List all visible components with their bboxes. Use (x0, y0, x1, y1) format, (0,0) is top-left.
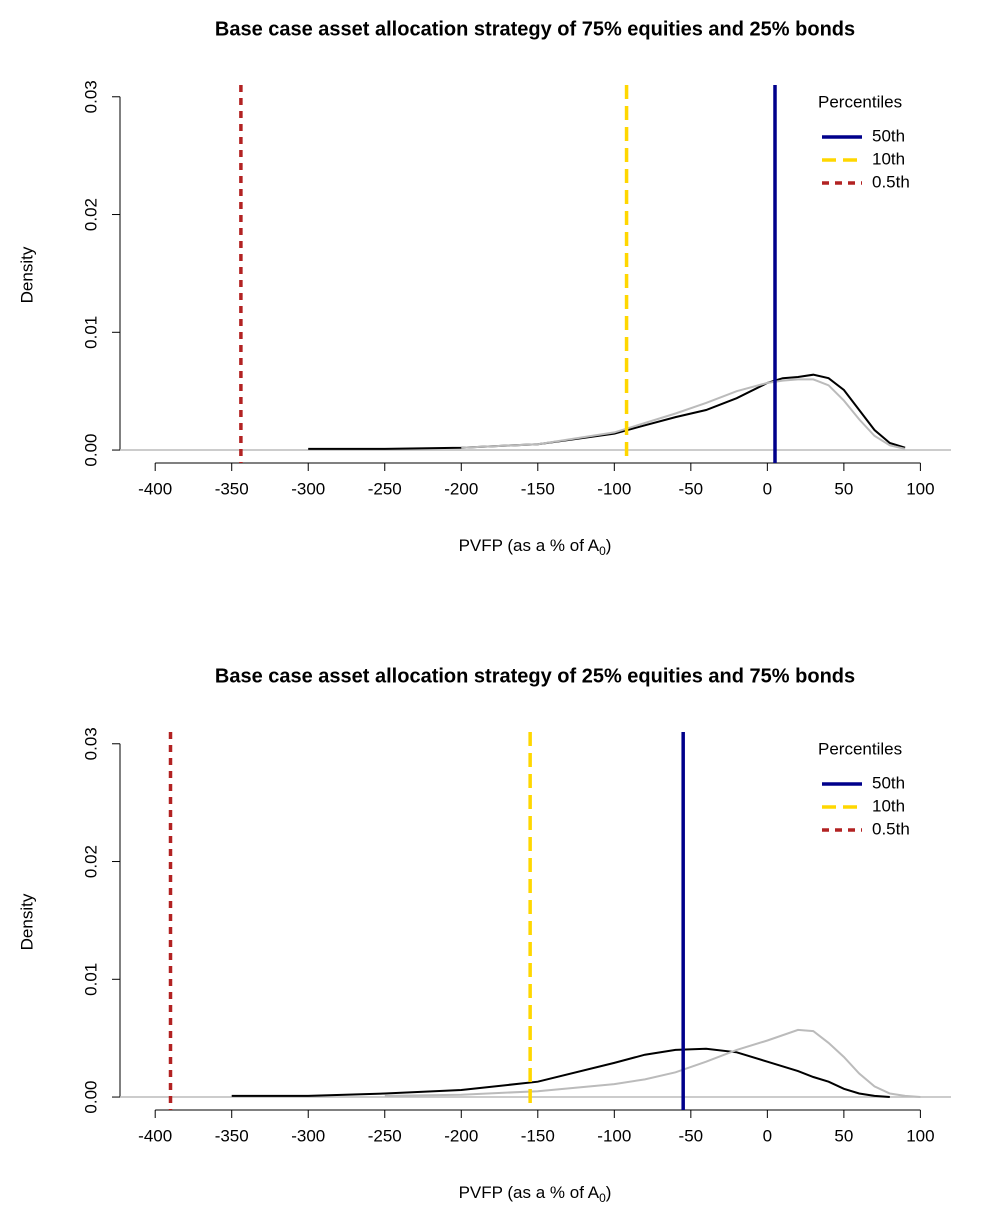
x-tick-label: -300 (291, 479, 325, 498)
x-tick-label: -150 (521, 479, 555, 498)
x-label-subscript: 0 (599, 544, 606, 558)
x-tick-label: -50 (679, 1126, 704, 1145)
x-tick-label: -350 (215, 479, 249, 498)
x-tick-label: 50 (834, 479, 853, 498)
x-axis-label: PVFP (as a % of A0) (459, 536, 612, 558)
x-tick-label: 50 (834, 1126, 853, 1145)
density-curve (384, 1028, 921, 1098)
density-curve (461, 378, 906, 450)
y-tick-label: 0.00 (81, 433, 100, 466)
legend-label: 0.5th (872, 819, 910, 838)
x-label-text: PVFP (as a % of A (459, 536, 600, 555)
y-tick-label: 0.02 (81, 845, 100, 878)
y-tick-label: 0.01 (81, 963, 100, 996)
chart-title: Base case asset allocation strategy of 2… (215, 665, 855, 687)
y-axis-label: Density (17, 893, 36, 950)
legend-label: 50th (872, 126, 905, 145)
legend-label: 50th (872, 773, 905, 792)
legend-title: Percentiles (818, 739, 902, 758)
x-tick-label: 100 (906, 479, 934, 498)
x-tick-label: -400 (138, 479, 172, 498)
x-tick-label: -100 (597, 1126, 631, 1145)
x-tick-label: -400 (138, 1126, 172, 1145)
x-tick-label: -100 (597, 479, 631, 498)
y-tick-label: 0.02 (81, 198, 100, 231)
y-tick-label: 0.00 (81, 1080, 100, 1113)
x-tick-label: -300 (291, 1126, 325, 1145)
legend-label: 0.5th (872, 172, 910, 191)
x-label-suffix: ) (606, 536, 612, 555)
x-axis-label: PVFP (as a % of A0) (459, 1183, 612, 1205)
y-tick-label: 0.01 (81, 316, 100, 349)
panel: Base case asset allocation strategy of 7… (17, 18, 951, 558)
x-label-text: PVFP (as a % of A (459, 1183, 600, 1202)
density-curve (308, 373, 906, 450)
x-tick-label: -250 (368, 1126, 402, 1145)
x-tick-label: 0 (763, 1126, 772, 1145)
legend-label: 10th (872, 796, 905, 815)
y-tick-label: 0.03 (81, 80, 100, 113)
x-label-subscript: 0 (599, 1191, 606, 1205)
x-tick-label: -200 (444, 1126, 478, 1145)
x-label-suffix: ) (606, 1183, 612, 1202)
y-tick-label: 0.03 (81, 727, 100, 760)
legend-label: 10th (872, 149, 905, 168)
x-tick-label: 100 (906, 1126, 934, 1145)
x-tick-label: -200 (444, 479, 478, 498)
x-tick-label: -350 (215, 1126, 249, 1145)
x-tick-label: -50 (679, 479, 704, 498)
panel: Base case asset allocation strategy of 2… (17, 665, 951, 1205)
density-curve (231, 1047, 890, 1098)
x-tick-label: -150 (521, 1126, 555, 1145)
x-tick-label: 0 (763, 479, 772, 498)
y-axis-label: Density (17, 246, 36, 303)
chart-title: Base case asset allocation strategy of 7… (215, 18, 855, 40)
x-tick-label: -250 (368, 479, 402, 498)
legend-title: Percentiles (818, 92, 902, 111)
